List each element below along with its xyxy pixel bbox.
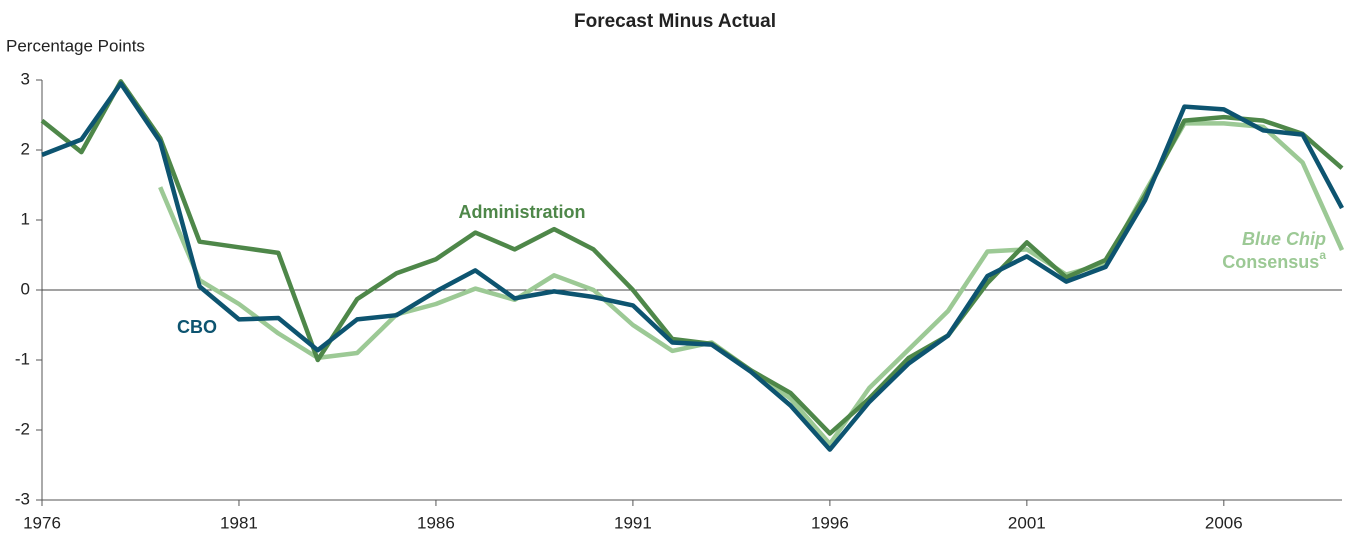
x-tick-label: 2006 xyxy=(1205,513,1243,532)
y-tick-label: -1 xyxy=(15,349,30,368)
y-tick-label: -2 xyxy=(15,419,30,438)
series-label: CBO xyxy=(177,317,217,337)
footnote-marker: a xyxy=(1319,248,1326,262)
y-tick-label: 3 xyxy=(21,69,30,88)
series-line xyxy=(41,81,1344,452)
y-tick-label: 0 xyxy=(21,279,30,298)
series-label-text: Consensus xyxy=(1222,252,1319,272)
y-tick-label: 1 xyxy=(21,209,30,228)
x-tick-label: 1976 xyxy=(23,513,61,532)
chart-title: Forecast Minus Actual xyxy=(574,11,776,32)
x-tick-label: 1986 xyxy=(417,513,455,532)
series-label: Consensusa xyxy=(1222,248,1326,272)
x-tick-label: 2001 xyxy=(1008,513,1046,532)
x-tick-label: 1991 xyxy=(614,513,652,532)
y-axis-label: Percentage Points xyxy=(6,36,145,55)
series-line xyxy=(158,121,1345,447)
y-tick-label: -3 xyxy=(15,489,30,508)
series-label: Blue Chip xyxy=(1242,229,1326,249)
x-tick-label: 1996 xyxy=(811,513,849,532)
series-line xyxy=(40,79,1344,436)
y-tick-label: 2 xyxy=(21,139,30,158)
x-tick-label: 1981 xyxy=(220,513,258,532)
series-label: Administration xyxy=(458,202,585,222)
